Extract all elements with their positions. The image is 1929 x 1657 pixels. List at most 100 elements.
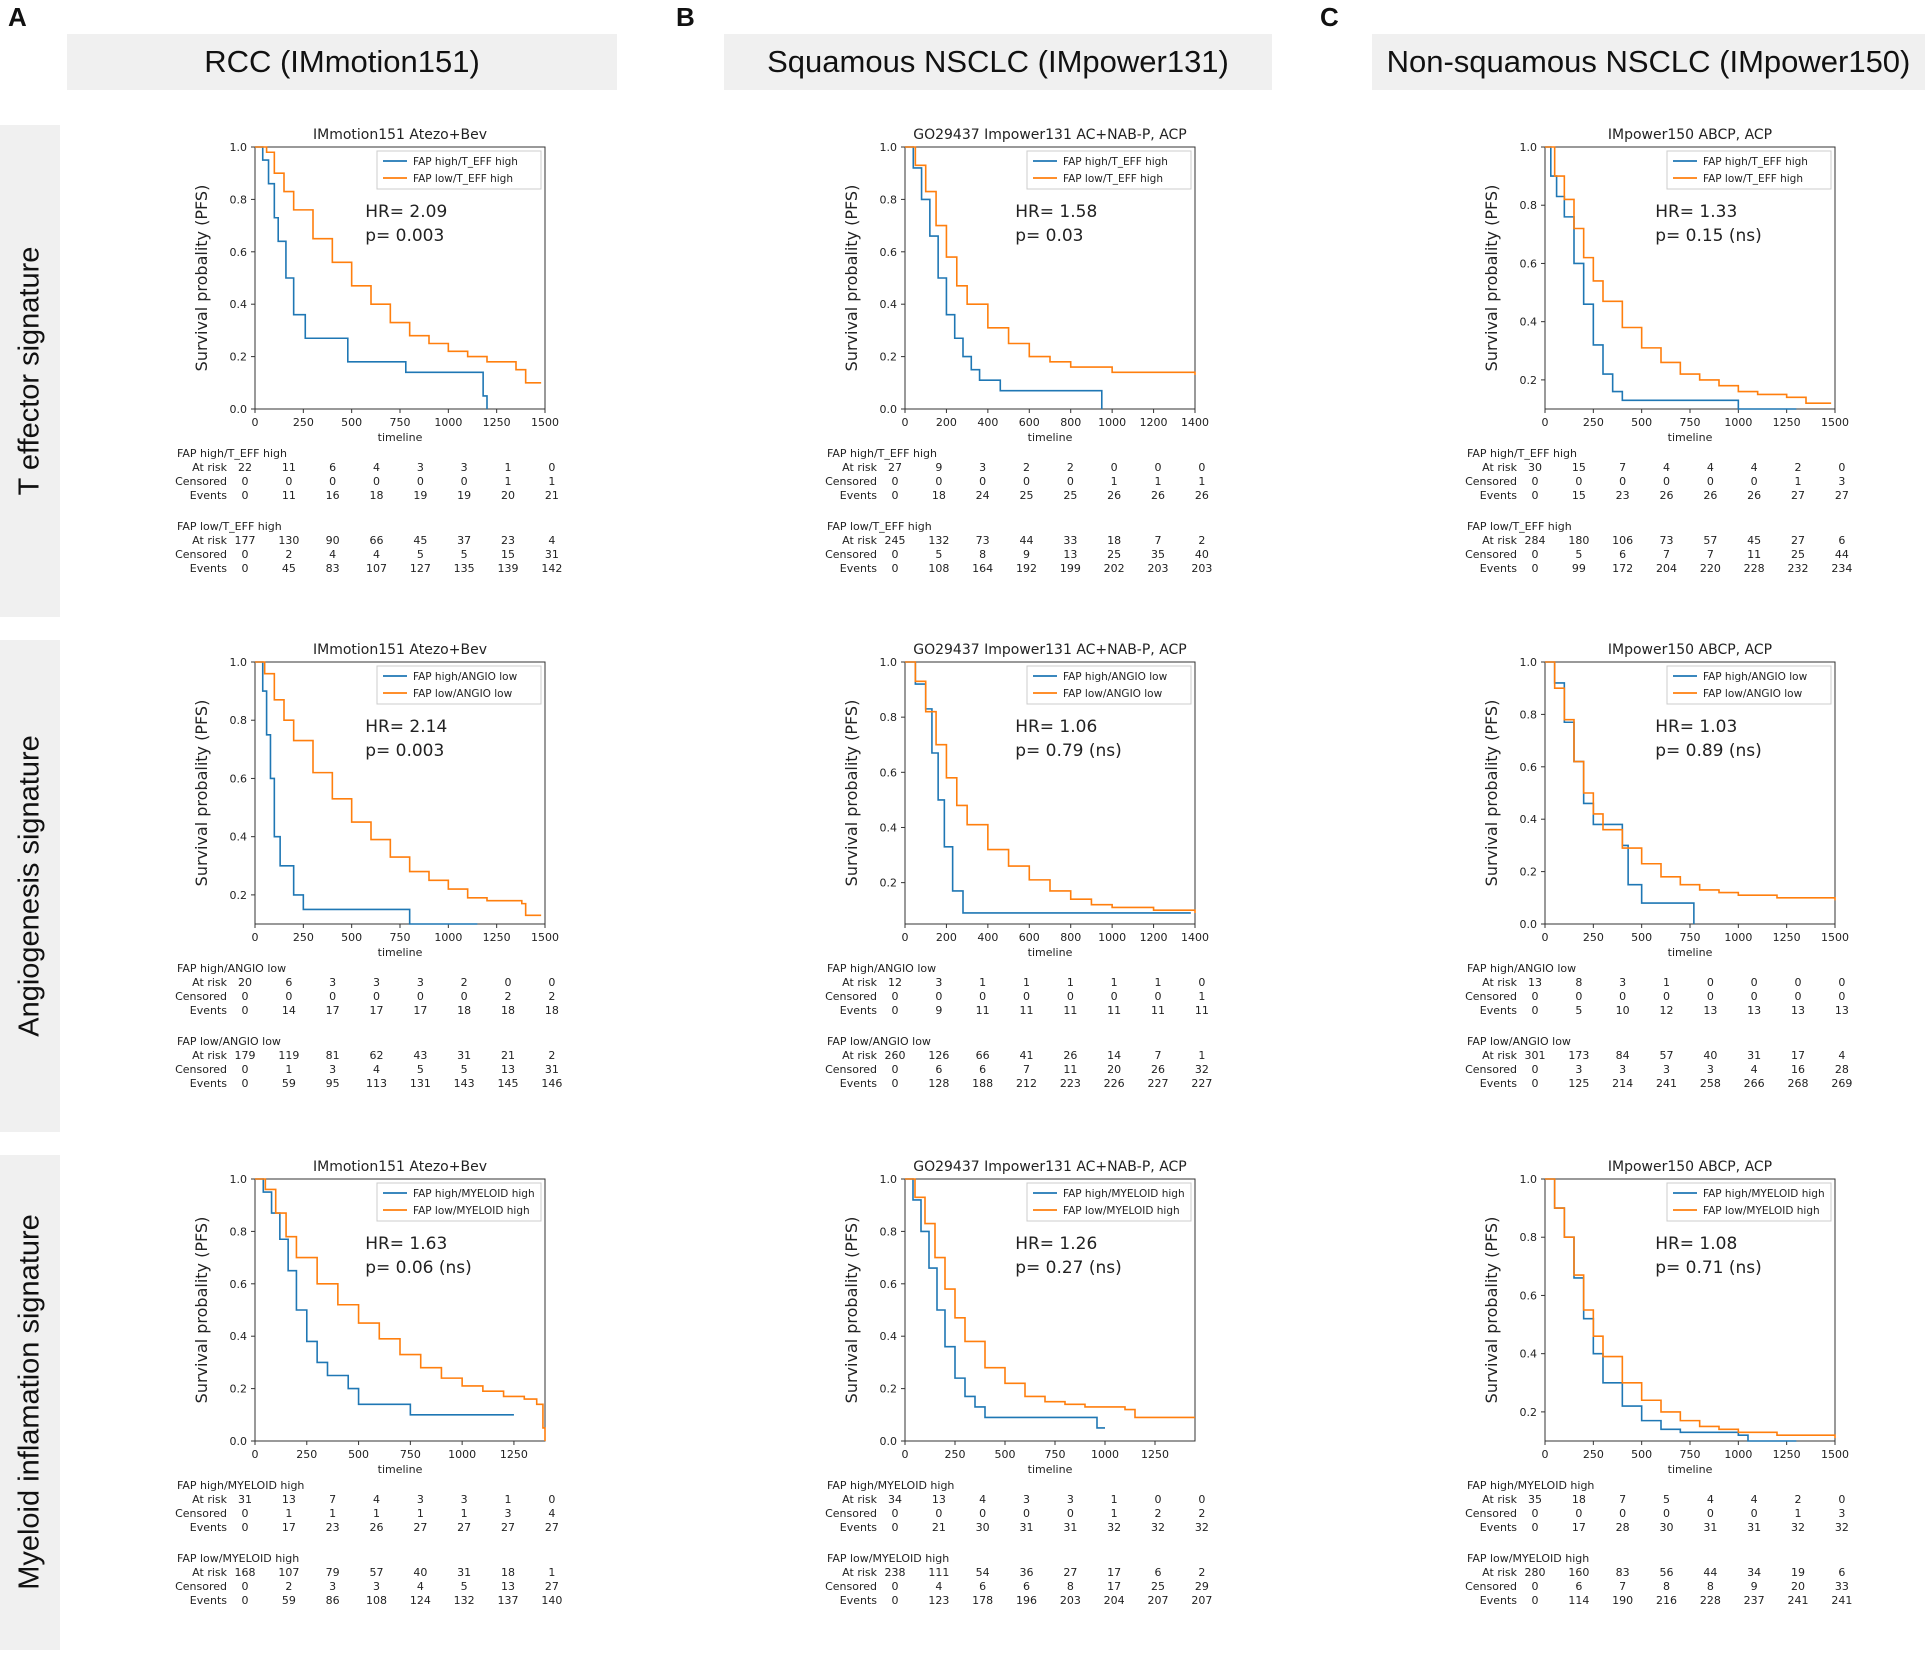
risk-cell: 2: [1795, 461, 1802, 474]
risk-cell: 45: [282, 562, 296, 575]
risk-cell: 9: [1023, 548, 1030, 561]
y-axis-label: Survival probality (PFS): [1482, 1217, 1501, 1404]
y-tick-label: 0.4: [880, 298, 898, 311]
risk-cell: 81: [326, 1049, 340, 1062]
risk-cell: 15: [1572, 489, 1586, 502]
risk-cell: 27: [1791, 534, 1805, 547]
risk-cell: 207: [1191, 1594, 1212, 1607]
risk-cell: 1: [1023, 976, 1030, 989]
risk-cell: 31: [457, 1049, 471, 1062]
legend-box: [1026, 150, 1192, 190]
risk-cell: 113: [366, 1077, 387, 1090]
risk-cell: 33: [1063, 534, 1077, 547]
risk-cell: 13: [1791, 1004, 1805, 1017]
risk-cell: 196: [1016, 1594, 1037, 1607]
risk-cell: 0: [461, 990, 468, 1003]
risk-cell: 27: [457, 1521, 471, 1534]
risk-cell: 5: [461, 1063, 468, 1076]
chart-title: IMpower150 ABCP, ACP: [1608, 1159, 1772, 1175]
risk-cell: 57: [1660, 1049, 1674, 1062]
risk-row-label: At risk: [842, 1566, 877, 1579]
x-tick-label: 250: [945, 1448, 966, 1461]
risk-cell: 2: [1155, 1507, 1162, 1520]
risk-cell: 25: [1107, 548, 1121, 561]
x-axis-label: timeline: [378, 431, 423, 444]
y-tick-label: 0.6: [880, 766, 898, 779]
risk-cell: 10: [1616, 1004, 1630, 1017]
risk-cell: 27: [545, 1521, 559, 1534]
y-tick-label: 0.0: [230, 403, 248, 416]
risk-row-label: At risk: [1482, 1493, 1517, 1506]
x-tick-label: 0: [252, 1448, 259, 1461]
risk-cell: 37: [457, 534, 471, 547]
risk-cell: 79: [326, 1566, 340, 1579]
risk-row-label: At risk: [192, 976, 227, 989]
chart-title: IMmotion151 Atezo+Bev: [313, 1159, 487, 1175]
risk-cell: 6: [1155, 1566, 1162, 1579]
risk-cell: 0: [1663, 990, 1670, 1003]
risk-cell: 203: [1148, 562, 1169, 575]
risk-cell: 7: [1619, 1493, 1626, 1506]
chart-title: IMmotion151 Atezo+Bev: [313, 127, 487, 143]
risk-cell: 13: [1703, 1004, 1717, 1017]
y-tick-label: 0.4: [1520, 316, 1538, 329]
survival-curve-fap-low: [1545, 1178, 1836, 1439]
risk-cell: 3: [1575, 1063, 1582, 1076]
risk-cell: 223: [1060, 1077, 1081, 1090]
risk-row-label: Events: [840, 489, 878, 502]
risk-cell: 142: [541, 562, 562, 575]
legend-box: [1666, 150, 1832, 190]
x-tick-label: 1000: [1724, 931, 1752, 944]
y-tick-label: 0.2: [880, 351, 898, 364]
risk-cell: 86: [326, 1594, 340, 1607]
x-tick-label: 1200: [1140, 931, 1168, 944]
risk-cell: 33: [1835, 1580, 1849, 1593]
risk-row-label: At risk: [192, 461, 227, 474]
risk-cell: 0: [1532, 1077, 1539, 1090]
x-tick-label: 1400: [1181, 931, 1209, 944]
risk-cell: 31: [1747, 1049, 1761, 1062]
survival-curve-fap-high: [255, 1178, 514, 1416]
risk-cell: 268: [1788, 1077, 1809, 1090]
x-tick-label: 0: [1542, 1448, 1549, 1461]
risk-cell: 5: [417, 1063, 424, 1076]
risk-cell: 260: [885, 1049, 906, 1062]
risk-table-group: FAP high/MYELOID high: [1467, 1479, 1594, 1492]
x-tick-label: 0: [902, 1448, 909, 1461]
risk-cell: 54: [976, 1566, 990, 1579]
risk-cell: 21: [932, 1521, 946, 1534]
panel-letter-b: B: [676, 2, 695, 32]
risk-cell: 9: [935, 1004, 942, 1017]
risk-cell: 30: [976, 1521, 990, 1534]
risk-cell: 1: [1795, 475, 1802, 488]
survival-curve-fap-high: [905, 1178, 1105, 1429]
column-header-rcc: RCC (IMmotion151): [67, 34, 617, 90]
x-tick-label: 750: [1680, 1448, 1701, 1461]
risk-table-group: FAP low/T_EFF high: [177, 520, 282, 533]
legend-label: FAP high/T_EFF high: [413, 156, 518, 168]
y-tick-label: 0.0: [880, 403, 898, 416]
risk-cell: 17: [326, 1004, 340, 1017]
risk-cell: 14: [282, 1004, 296, 1017]
risk-cell: 8: [1575, 976, 1582, 989]
risk-cell: 143: [454, 1077, 475, 1090]
risk-cell: 27: [1063, 1566, 1077, 1579]
risk-cell: 0: [242, 1063, 249, 1076]
risk-cell: 1: [1111, 1507, 1118, 1520]
risk-cell: 13: [501, 1580, 515, 1593]
risk-cell: 8: [1707, 1580, 1714, 1593]
risk-table-group: FAP high/ANGIO low: [177, 962, 286, 975]
y-axis-label: Survival probality (PFS): [1482, 700, 1501, 887]
risk-cell: 2: [285, 548, 292, 561]
p-value: p= 0.71 (ns): [1655, 1258, 1762, 1278]
x-tick-label: 750: [1045, 1448, 1066, 1461]
risk-table-group: FAP low/T_EFF high: [827, 520, 932, 533]
y-tick-label: 0.4: [1520, 813, 1538, 826]
risk-cell: 3: [461, 461, 468, 474]
p-value: p= 0.003: [365, 741, 444, 761]
risk-cell: 107: [366, 562, 387, 575]
risk-cell: 124: [410, 1594, 431, 1607]
risk-cell: 8: [1663, 1580, 1670, 1593]
risk-cell: 202: [1104, 562, 1125, 575]
risk-row-label: At risk: [1482, 534, 1517, 547]
